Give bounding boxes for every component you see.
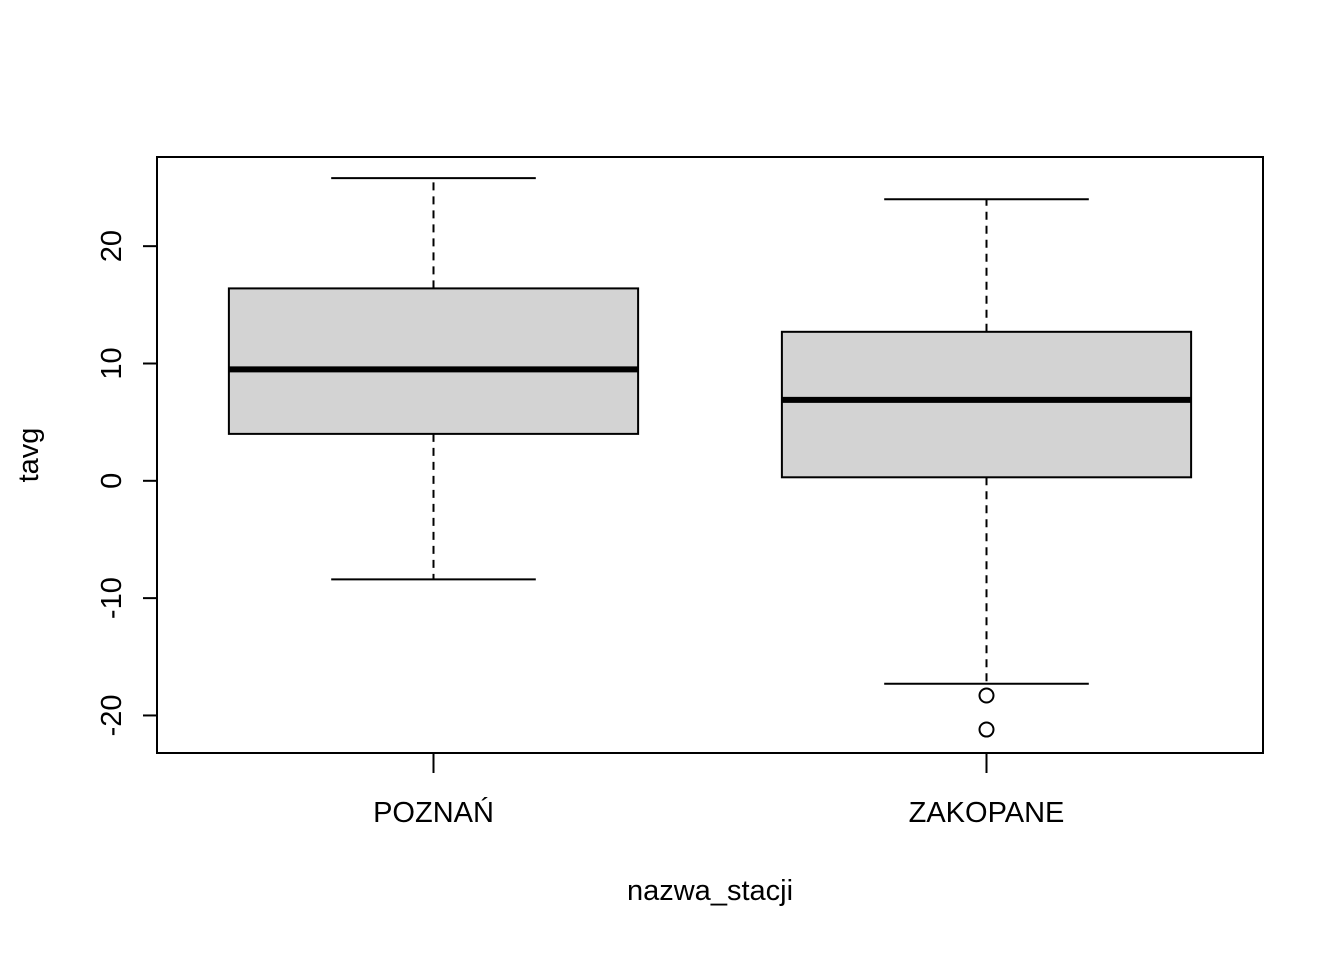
box-group — [780, 198, 1193, 738]
iqr-box — [780, 330, 1193, 479]
x-tick-label: ZAKOPANE — [909, 797, 1065, 829]
y-tick-label: -10 — [96, 577, 128, 619]
axis-layer: -20 -10 0 10 20 POZNAŃ ZAKOPANE — [96, 156, 1264, 829]
y-tick-label: 10 — [96, 347, 128, 379]
iqr-box — [227, 287, 640, 435]
outlier-point — [978, 721, 995, 738]
y-axis-title: tavg — [13, 428, 45, 483]
plot-layer — [227, 177, 1193, 738]
y-tick-label: 20 — [96, 230, 128, 262]
y-tick-label: -20 — [96, 694, 128, 736]
x-axis-title: nazwa_stacji — [627, 875, 793, 907]
outlier-point — [978, 687, 995, 704]
x-tick-label: POZNAŃ — [373, 796, 494, 829]
box-group — [227, 177, 640, 581]
y-tick-label: 0 — [96, 473, 128, 489]
plot-frame — [156, 156, 1264, 754]
